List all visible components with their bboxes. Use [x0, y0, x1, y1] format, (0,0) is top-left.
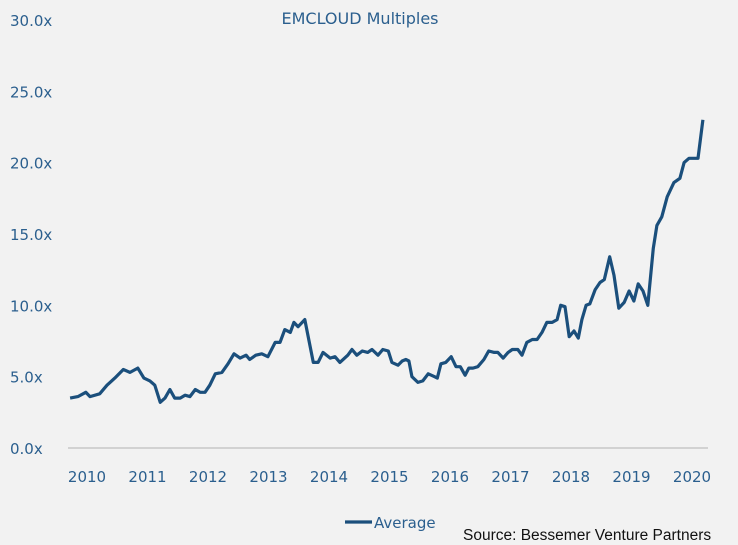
x-tick-label: 2018	[552, 468, 590, 486]
chart-title: EMCLOUD Multiples	[281, 9, 438, 28]
x-tick-label: 2015	[370, 468, 408, 486]
source-note: Source: Bessemer Venture Partners	[463, 527, 712, 544]
x-tick-label: 2011	[128, 468, 166, 486]
x-tick-label: 2019	[612, 468, 650, 486]
x-tick-label: 2017	[491, 468, 529, 486]
y-tick-label: 20.0x	[10, 155, 52, 173]
x-tick-label: 2013	[249, 468, 287, 486]
legend-label-average: Average	[374, 514, 436, 532]
x-tick-label: 2016	[431, 468, 469, 486]
y-tick-label: 30.0x	[10, 12, 52, 30]
y-tick-label: 5.0x	[10, 369, 43, 387]
y-tick-label: 25.0x	[10, 83, 52, 101]
x-tick-label: 2010	[68, 468, 106, 486]
x-tick-label: 2020	[673, 468, 711, 486]
x-tick-label: 2012	[189, 468, 227, 486]
series-line-average	[69, 119, 705, 404]
y-tick-label: 15.0x	[10, 226, 52, 244]
y-tick-label: 10.0x	[10, 297, 52, 315]
y-tick-label: 0.0x	[10, 440, 43, 458]
legend: Average	[345, 514, 436, 532]
x-tick-label: 2014	[310, 468, 348, 486]
